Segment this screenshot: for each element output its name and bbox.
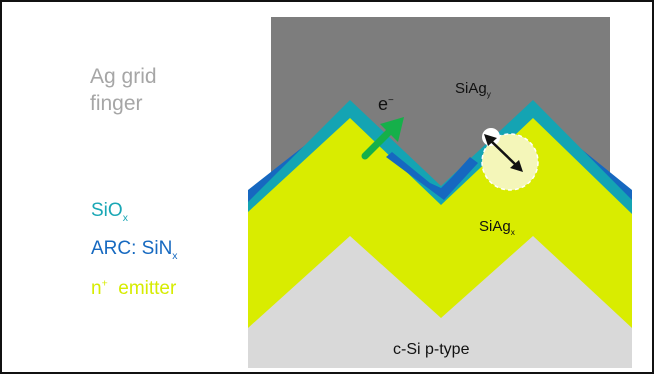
tunneling-spot-icon	[481, 128, 539, 191]
electron-arrow-icon	[361, 117, 404, 160]
electron-sup: −	[388, 95, 394, 106]
legend-n-emitter: n+ emitter	[91, 279, 176, 298]
electron-main: e	[378, 94, 389, 114]
siag-y-main: SiAg	[455, 80, 487, 97]
legend-emitter-n: n	[91, 278, 102, 299]
siag-y-label: SiAgy	[455, 81, 491, 99]
legend-arc-sub: x	[172, 250, 178, 262]
electron-label: e−	[378, 95, 394, 113]
c-si-substrate	[248, 236, 632, 368]
legend-ag-line1: Ag grid	[90, 65, 157, 88]
siag-x-main: SiAg	[479, 218, 511, 235]
legend-arc-main: ARC: SiN	[91, 238, 173, 259]
legend-siox-sub: x	[122, 212, 128, 224]
legend-siox: SiOx	[91, 201, 128, 224]
legend-emitter-rest: emitter	[118, 278, 177, 299]
siag-x-sub: x	[510, 228, 515, 237]
siag-contact-patch	[386, 152, 478, 200]
substrate-label: c-Si p-type	[393, 341, 470, 358]
legend-siox-main: SiO	[91, 200, 123, 221]
legend-ag-line2: finger	[90, 92, 143, 115]
legend-arc-sinx: ARC: SiNx	[91, 239, 178, 262]
legend-emitter-sup: +	[101, 278, 108, 290]
siag-y-sub: y	[486, 90, 491, 99]
legend-ag-grid-finger: Ag grid finger	[90, 63, 157, 117]
siag-x-label: SiAgx	[479, 219, 515, 237]
